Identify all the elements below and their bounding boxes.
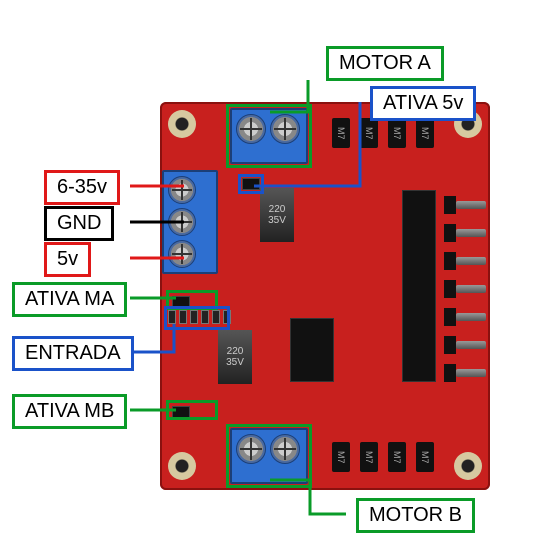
label-entrada: ENTRADA [12,336,134,371]
mounting-hole [454,452,482,480]
label-gnd: GND [44,206,114,241]
driver-chip [402,190,436,382]
label-ativa_ma: ATIVA MA [12,282,127,317]
capacitor: 220 35V [260,188,294,242]
label-motor_a: MOTOR A [326,46,444,81]
callout-box-j5v [238,174,264,194]
label-ativa_mb: ATIVA MB [12,394,127,429]
callout-box-motorA [226,104,312,168]
label-v635: 6-35v [44,170,120,205]
diodes-top: M7M7M7M7 [332,118,434,148]
mounting-hole [168,110,196,138]
terminal-power [162,170,218,274]
mounting-hole [168,452,196,480]
diodes-bottom: M7M7M7M7 [332,442,434,472]
label-v5: 5v [44,242,91,277]
capacitor: 220 35V [218,330,252,384]
callout-box-motorB [226,424,312,488]
label-ativa_5v: ATIVA 5v [370,86,476,121]
chip-leads [444,196,456,382]
diagram-stage: 220 35V 220 35V M7M7M7M7 M7M7M7M7 MOTOR A… [0,0,550,550]
voltage-regulator [290,318,334,382]
label-motor_b: MOTOR B [356,498,475,533]
callout-box-jmb [166,400,218,420]
callout-box-hdr [164,306,230,330]
